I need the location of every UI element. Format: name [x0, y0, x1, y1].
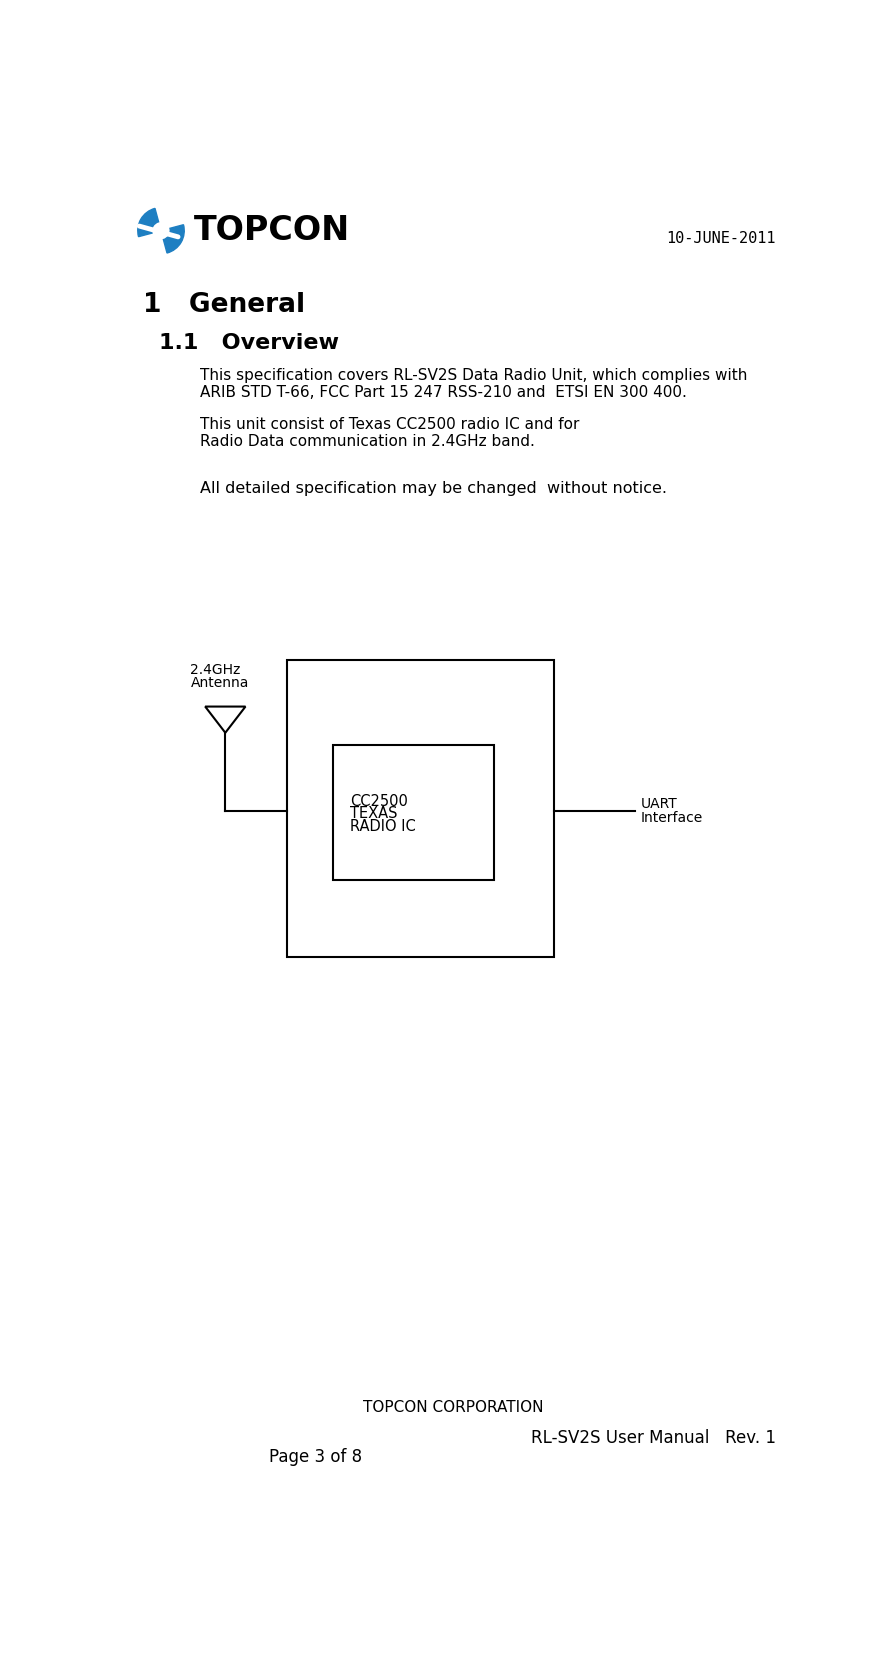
Text: TEXAS: TEXAS: [350, 807, 397, 822]
Text: 2.4GHz: 2.4GHz: [190, 663, 241, 676]
Text: ARIB STD T-66, FCC Part 15 247 RSS-210 and  ETSI EN 300 400.: ARIB STD T-66, FCC Part 15 247 RSS-210 a…: [200, 385, 687, 400]
Bar: [333, 746, 494, 879]
Text: CC2500: CC2500: [350, 793, 408, 810]
Text: TOPCON: TOPCON: [195, 215, 350, 248]
Text: All detailed specification may be changed  without notice.: All detailed specification may be change…: [200, 481, 666, 496]
Text: 10-JUNE-2011: 10-JUNE-2011: [666, 231, 775, 246]
Wedge shape: [138, 208, 158, 236]
Text: 1.1   Overview: 1.1 Overview: [158, 334, 339, 354]
Text: 1   General: 1 General: [143, 291, 305, 317]
Text: Radio Data communication in 2.4GHz band.: Radio Data communication in 2.4GHz band.: [200, 435, 535, 450]
Wedge shape: [164, 225, 184, 253]
Text: UART: UART: [641, 797, 678, 812]
Text: RADIO IC: RADIO IC: [350, 818, 416, 833]
Text: This specification covers RL-SV2S Data Radio Unit, which complies with: This specification covers RL-SV2S Data R…: [200, 369, 747, 383]
Text: TOPCON CORPORATION: TOPCON CORPORATION: [363, 1400, 543, 1415]
Text: Antenna: Antenna: [190, 676, 249, 691]
Text: Interface: Interface: [641, 812, 703, 825]
Bar: [288, 660, 554, 957]
Text: Page 3 of 8: Page 3 of 8: [269, 1448, 363, 1466]
Text: RL-SV2S User Manual   Rev. 1: RL-SV2S User Manual Rev. 1: [531, 1430, 775, 1446]
Text: This unit consist of Texas CC2500 radio IC and for: This unit consist of Texas CC2500 radio …: [200, 417, 579, 431]
